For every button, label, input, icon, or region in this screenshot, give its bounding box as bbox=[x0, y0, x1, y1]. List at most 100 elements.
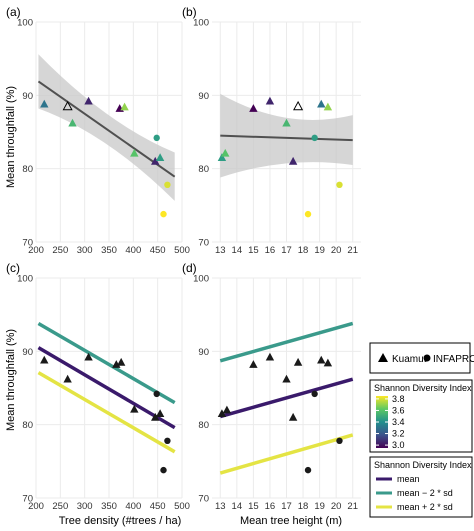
data-point-triangle bbox=[249, 360, 258, 368]
y-tick-label: 100 bbox=[17, 274, 33, 285]
x-tick-label: 400 bbox=[125, 501, 141, 512]
y-tick-label: 100 bbox=[193, 274, 209, 285]
x-tick-label: 15 bbox=[248, 501, 259, 512]
x-tick-label: 16 bbox=[265, 245, 276, 256]
data-point-triangle bbox=[293, 357, 303, 366]
data-point-triangle bbox=[40, 99, 49, 108]
data-point-triangle bbox=[288, 412, 298, 421]
legend-lines: Shannon Diversity Index mean mean − 2 * s… bbox=[369, 456, 473, 518]
panel-label: (b) bbox=[182, 5, 197, 19]
x-tick-label: 16 bbox=[265, 501, 276, 512]
legend-line-label: mean bbox=[397, 474, 420, 484]
data-point-triangle bbox=[282, 374, 291, 383]
data-point-circle bbox=[336, 181, 343, 188]
panel-a: 200 250 300 350 400 450 500 70 80 90 100(a) bbox=[6, 5, 190, 256]
legend-shape: Kuamut INFAPRO bbox=[369, 342, 474, 374]
legend-infapro-label: INFAPRO bbox=[433, 354, 474, 365]
y-tick-label: 70 bbox=[198, 238, 209, 249]
x-tick-label: 17 bbox=[281, 245, 292, 256]
data-point-circle bbox=[304, 466, 312, 474]
data-point-triangle bbox=[62, 100, 73, 111]
x-tick-label: 20 bbox=[331, 501, 342, 512]
model-line bbox=[219, 433, 354, 475]
y-tick-label: 80 bbox=[22, 420, 33, 431]
x-tick-label: 450 bbox=[150, 245, 166, 256]
legend-shape-box bbox=[369, 342, 471, 374]
x-tick-label: 18 bbox=[298, 501, 309, 512]
y-tick-label: 70 bbox=[198, 494, 209, 505]
data-point-triangle bbox=[130, 148, 139, 157]
colorbar-tick-label: 3.2 bbox=[392, 429, 405, 439]
data-point-triangle bbox=[155, 153, 165, 162]
legend-line-label: mean − 2 * sd bbox=[397, 488, 453, 498]
data-point-triangle bbox=[293, 100, 304, 111]
legend-kuamut-label: Kuamut bbox=[392, 354, 427, 365]
data-point-triangle bbox=[84, 96, 93, 105]
data-point-triangle bbox=[317, 99, 326, 108]
fit-line bbox=[220, 134, 353, 142]
x-tick-label: 21 bbox=[347, 501, 358, 512]
legend-lines-title: Shannon Diversity Index bbox=[374, 460, 472, 470]
data-point-circle bbox=[336, 437, 343, 444]
data-point-triangle bbox=[151, 412, 160, 421]
panel-label: (d) bbox=[182, 261, 197, 275]
x-tick-label: 350 bbox=[101, 501, 117, 512]
y-tick-label: 80 bbox=[198, 420, 209, 431]
legend-colorbar-title: Shannon Diversity Index bbox=[374, 383, 472, 393]
x-tick-label: 450 bbox=[150, 501, 166, 512]
data-point-triangle bbox=[112, 360, 121, 368]
data-point-triangle bbox=[40, 355, 49, 364]
model-line bbox=[219, 321, 354, 363]
data-point-triangle bbox=[265, 352, 275, 361]
ylabel-bottom: Mean throughfall (%) bbox=[5, 329, 17, 431]
x-tick-label: 18 bbox=[298, 245, 309, 256]
data-point-triangle bbox=[155, 409, 165, 418]
data-point-triangle bbox=[63, 374, 72, 383]
data-point-triangle bbox=[130, 404, 139, 413]
data-point-triangle bbox=[323, 102, 333, 111]
x-tick-label: 13 bbox=[215, 245, 226, 256]
data-point-triangle bbox=[317, 355, 326, 364]
y-tick-label: 100 bbox=[193, 18, 209, 29]
data-point-triangle bbox=[323, 358, 333, 367]
data-point-triangle bbox=[68, 118, 77, 127]
colorbar-tick-label: 3.8 bbox=[392, 394, 405, 404]
data-point-triangle bbox=[120, 102, 129, 111]
data-point-circle bbox=[311, 134, 318, 142]
data-point-triangle bbox=[217, 153, 227, 162]
colorbar-tick-label: 3.0 bbox=[392, 440, 405, 450]
panel-d: 13 14 15 16 17 18 19 20 21 70 80 90 100(d) bbox=[182, 261, 361, 512]
x-tick-label: 19 bbox=[314, 245, 325, 256]
model-line bbox=[37, 321, 176, 405]
data-point-triangle bbox=[222, 405, 232, 414]
x-tick-label: 500 bbox=[174, 245, 190, 256]
y-tick-label: 80 bbox=[198, 164, 209, 175]
xlabel-left: Tree density (#trees / ha) bbox=[59, 515, 181, 527]
legend-triangle-icon bbox=[378, 353, 388, 362]
data-point-triangle bbox=[221, 148, 230, 157]
x-tick-label: 300 bbox=[77, 245, 93, 256]
panel-label: (c) bbox=[6, 261, 20, 275]
data-point-triangle bbox=[151, 156, 160, 165]
x-tick-label: 21 bbox=[347, 245, 358, 256]
y-tick-label: 90 bbox=[22, 347, 33, 358]
x-tick-label: 17 bbox=[281, 501, 292, 512]
panel-b: 13 14 15 16 17 18 19 20 21 70 80 90 100(b) bbox=[182, 5, 361, 256]
data-point-circle bbox=[153, 134, 160, 142]
confidence-band bbox=[220, 93, 353, 178]
data-point-circle bbox=[304, 210, 312, 218]
xlabel-right: Mean tree height (m) bbox=[240, 515, 342, 527]
x-tick-label: 14 bbox=[232, 245, 243, 256]
x-tick-label: 19 bbox=[314, 501, 325, 512]
y-tick-label: 80 bbox=[22, 164, 33, 175]
panel-label: (a) bbox=[6, 5, 21, 19]
y-tick-label: 90 bbox=[198, 91, 209, 102]
data-point-triangle bbox=[116, 357, 126, 366]
data-point-triangle bbox=[282, 118, 291, 127]
data-point-triangle bbox=[288, 156, 298, 165]
data-point-circle bbox=[153, 390, 160, 398]
data-point-circle bbox=[311, 390, 318, 398]
colorbar-tick-label: 3.6 bbox=[392, 405, 405, 415]
x-tick-label: 14 bbox=[232, 501, 243, 512]
y-tick-label: 90 bbox=[198, 347, 209, 358]
